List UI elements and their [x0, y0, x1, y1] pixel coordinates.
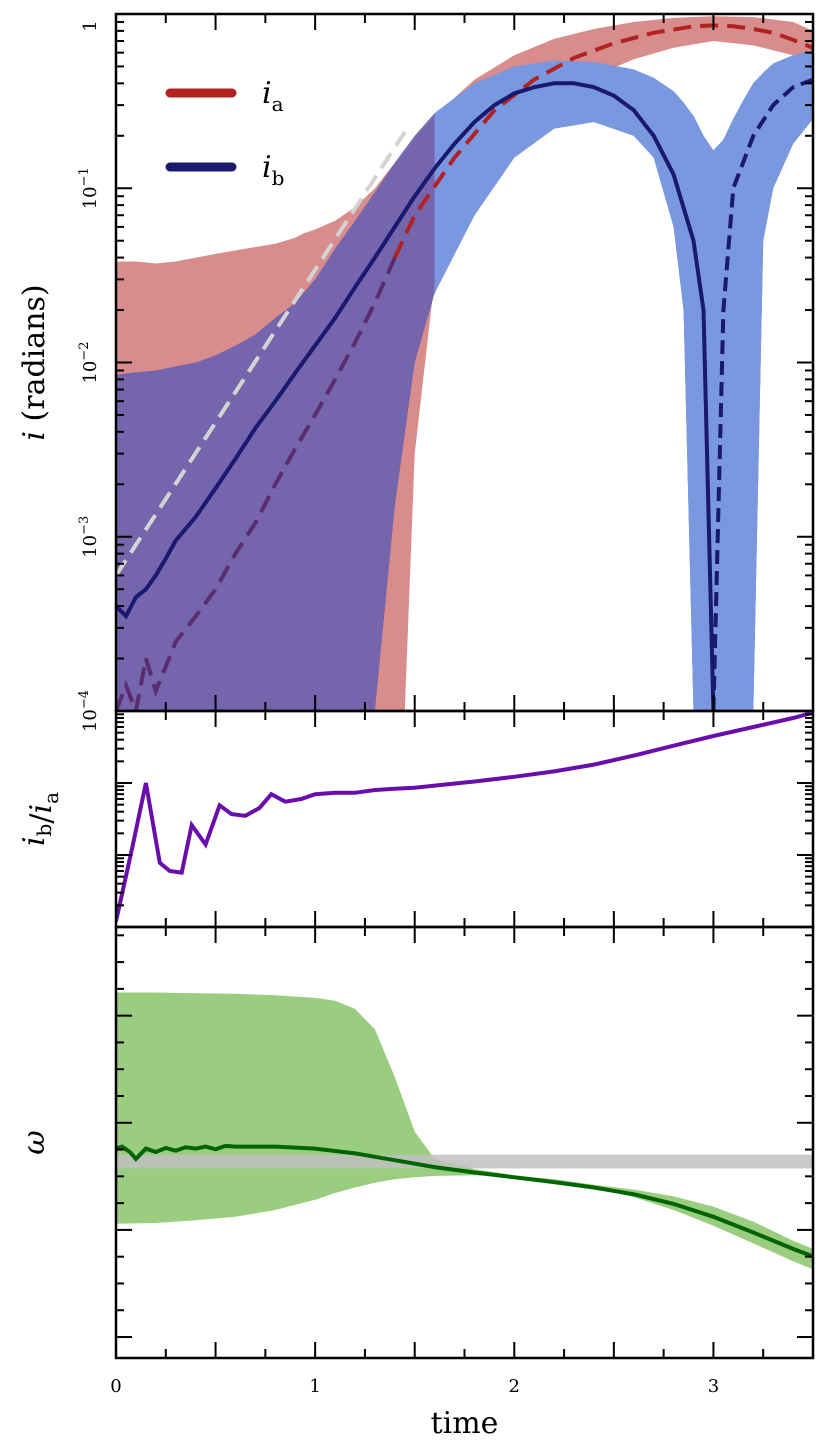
middle-panel [114, 709, 815, 929]
ib-band [116, 50, 813, 711]
top-ylabel: i (radians) [17, 284, 52, 440]
y-tick-label: 10−1 [77, 167, 101, 209]
reference-growth-line [116, 131, 407, 577]
ib-line [116, 81, 716, 711]
y-tick-label: 1 [80, 20, 101, 31]
x-tick-label: 0 [110, 1376, 121, 1397]
middle-ylabel: ib/ia [17, 792, 63, 846]
y-tick-label: 10−3 [77, 516, 101, 558]
y-tick-label: 10−4 [77, 690, 101, 732]
legend-entry: ia [262, 76, 284, 116]
x-tick-label: 2 [509, 1376, 520, 1397]
omega-reference-band [116, 1154, 813, 1169]
xlabel: time [431, 1406, 499, 1441]
ia-line [392, 23, 813, 259]
top-panel [114, 12, 815, 713]
bottom-panel-frame [114, 925, 815, 1360]
middle-panel-frame [114, 709, 815, 929]
legend-entry: ib [262, 150, 284, 190]
bottom-ylabel: ω [17, 1130, 52, 1154]
axis-labels: 10−4 10−3 10−2 10−1 1 0 1 2 3 i (radians) ib/ia ω ti… [17, 20, 719, 1441]
x-tick-label: 3 [708, 1376, 719, 1397]
x-tick-label: 1 [309, 1376, 320, 1397]
legend: ia ib [165, 76, 284, 190]
omega-line [116, 1143, 813, 1259]
ia-line-early [116, 256, 397, 711]
ib-band-late [434, 50, 813, 711]
ratio-line [116, 711, 813, 922]
omega-band [116, 992, 813, 1270]
ib-line-dashed [711, 77, 813, 711]
y-tick-label: 10−2 [77, 341, 101, 383]
bottom-panel [114, 925, 815, 1360]
